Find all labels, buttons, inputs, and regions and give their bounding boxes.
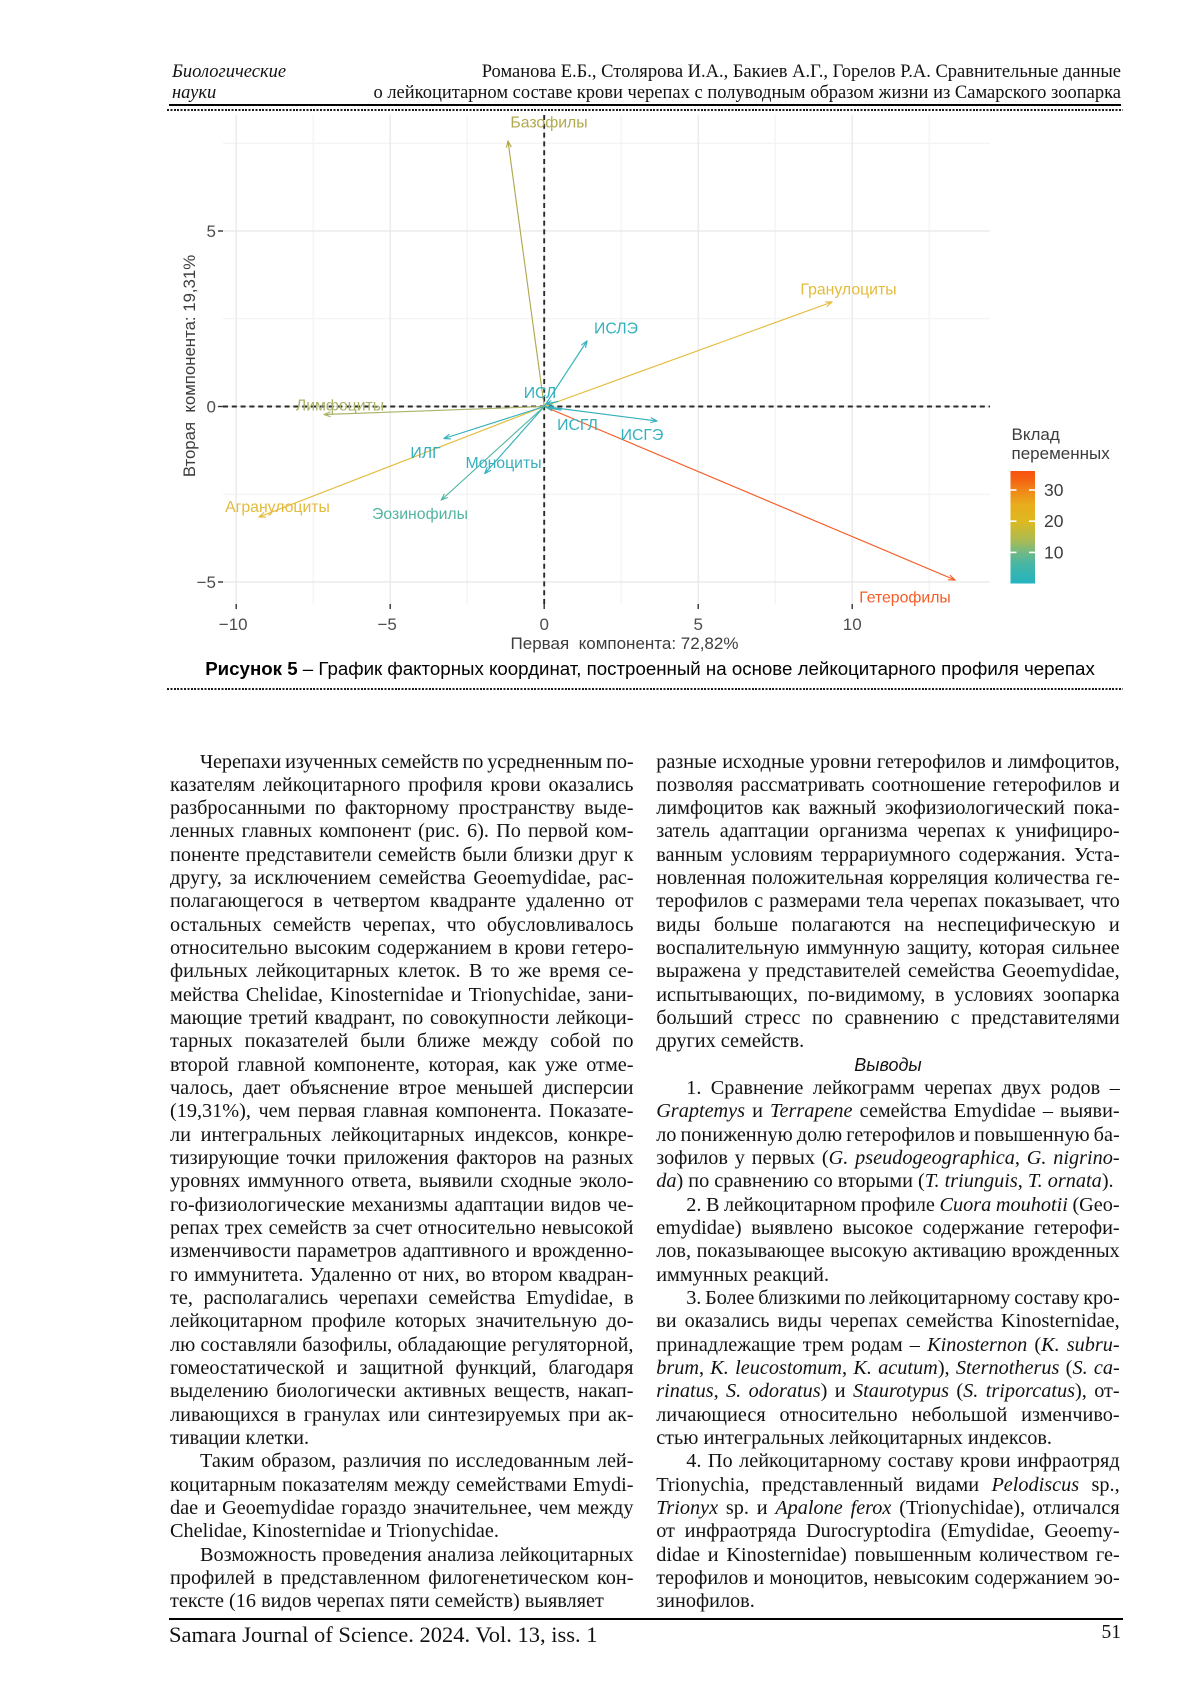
svg-text:10: 10 [1044, 542, 1064, 562]
svg-text:5: 5 [693, 615, 702, 634]
svg-text:20: 20 [1044, 511, 1064, 531]
svg-text:ИЛГ: ИЛГ [410, 445, 441, 462]
svg-text:−5: −5 [197, 573, 216, 592]
svg-text:Вклад: Вклад [1012, 425, 1060, 444]
svg-text:Гранулоциты: Гранулоциты [800, 282, 896, 299]
svg-text:30: 30 [1044, 480, 1064, 500]
svg-text:0: 0 [539, 615, 548, 634]
svg-text:Гетерофилы: Гетерофилы [859, 590, 951, 607]
svg-text:Первая компонента: 72,82%: Первая компонента: 72,82% [511, 634, 739, 653]
svg-text:переменных: переменных [1012, 444, 1111, 463]
svg-text:ИСГЛ: ИСГЛ [557, 417, 598, 434]
svg-text:ИСЛЭ: ИСЛЭ [594, 321, 638, 338]
svg-text:−5: −5 [378, 615, 397, 634]
svg-text:Лимфоциты: Лимфоциты [296, 398, 384, 415]
svg-text:ИСЛ: ИСЛ [524, 385, 557, 402]
svg-text:5: 5 [207, 222, 216, 241]
svg-text:10: 10 [843, 615, 862, 634]
svg-text:Агранулоциты: Агранулоциты [225, 499, 330, 516]
svg-text:Эозинофилы: Эозинофилы [372, 506, 468, 523]
svg-text:Базофилы: Базофилы [510, 115, 587, 132]
svg-text:−10: −10 [219, 615, 248, 634]
svg-text:ИСГЭ: ИСГЭ [621, 427, 664, 444]
svg-text:Моноциты: Моноциты [465, 455, 541, 472]
svg-text:Вторая компонента: 19,31%: Вторая компонента: 19,31% [180, 255, 199, 477]
svg-text:0: 0 [207, 398, 216, 417]
